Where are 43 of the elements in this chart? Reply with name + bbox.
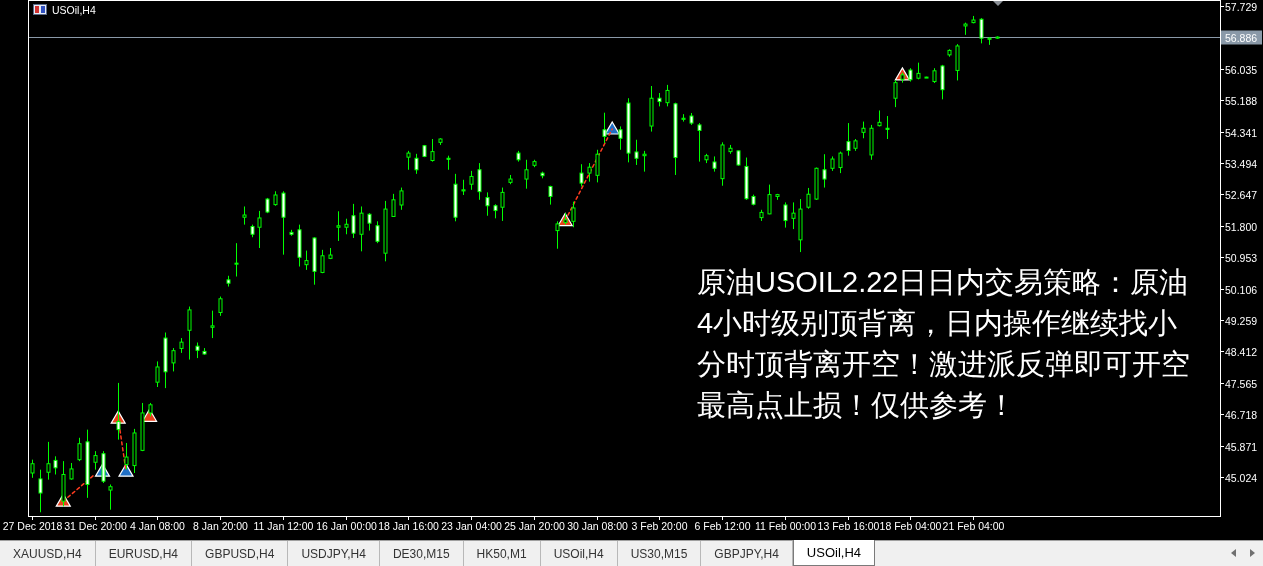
y-tick-label: 50.953: [1225, 251, 1258, 264]
text: HK50,M1: [463, 541, 541, 566]
y-tick-label: 49.259: [1225, 314, 1258, 327]
text: US30,M15: [617, 541, 702, 566]
x-tick-label: 4 Jan 08:00: [130, 520, 186, 532]
x-tick-label: 27 Dec 2018: [2, 520, 63, 532]
text: DE30,M15: [379, 541, 464, 566]
text: GBPJPY,H4: [701, 541, 793, 566]
y-tick-label: 55.188: [1225, 94, 1258, 107]
x-tick-label: 31 Dec 20:00: [64, 520, 127, 532]
y-tick-label: 53.494: [1225, 157, 1258, 170]
y-tick-label: 48.412: [1225, 345, 1258, 358]
x-tick-label: 6 Feb 12:00: [694, 520, 751, 532]
y-tick-label: 57.729: [1225, 0, 1258, 13]
y-tick-label: 47.565: [1225, 377, 1258, 390]
x-tick-label: 18 Jan 16:00: [378, 520, 440, 532]
text: GBPUSD,H4: [192, 541, 289, 566]
annotation: 原油USOIL2.22日日内交易策略：原油4小时级别顶背离，日内操作继续找小分时顶背离开空！激进派反弹即可开空最高点止损！仅供参考！: [697, 265, 1191, 423]
text: USOil,H4: [540, 541, 618, 566]
x-tick-label: 21 Feb 04:00: [942, 520, 1005, 532]
y-tick-label: 50.106: [1225, 283, 1258, 296]
y-tick-label: 45.024: [1225, 471, 1258, 484]
x-tick-label: 3 Feb 20:00: [631, 520, 688, 532]
y-tick-label: 45.871: [1225, 440, 1258, 453]
x-tick-label: 8 Jan 20:00: [193, 520, 249, 532]
y-tick-label: 46.718: [1225, 408, 1258, 421]
x-tick-label: 16 Jan 00:00: [316, 520, 378, 532]
y-tick-label: 51.800: [1225, 220, 1258, 233]
x-tick-label: 13 Feb 16:00: [817, 520, 880, 532]
chart-title: USOil,H4: [52, 3, 96, 16]
y-tick-label: 56.035: [1225, 63, 1258, 76]
ref-line-label: 56.886: [1225, 31, 1258, 44]
x-tick-label: 11 Feb 00:00: [754, 520, 817, 532]
x-tick-label: 30 Jan 08:00: [567, 520, 629, 532]
text: XAUUSD,H4: [0, 541, 96, 566]
x-tick-label: 23 Jan 04:00: [441, 520, 503, 532]
y-tick-label: 52.647: [1225, 188, 1258, 201]
text: USDJPY,H4: [288, 541, 380, 566]
x-tick-label: 18 Feb 04:00: [879, 520, 942, 532]
y-tick-label: 54.341: [1225, 126, 1258, 139]
x-tick-label: 11 Jan 12:00: [253, 520, 314, 532]
x-tick-label: 25 Jan 20:00: [504, 520, 566, 532]
text: EURUSD,H4: [95, 541, 193, 566]
